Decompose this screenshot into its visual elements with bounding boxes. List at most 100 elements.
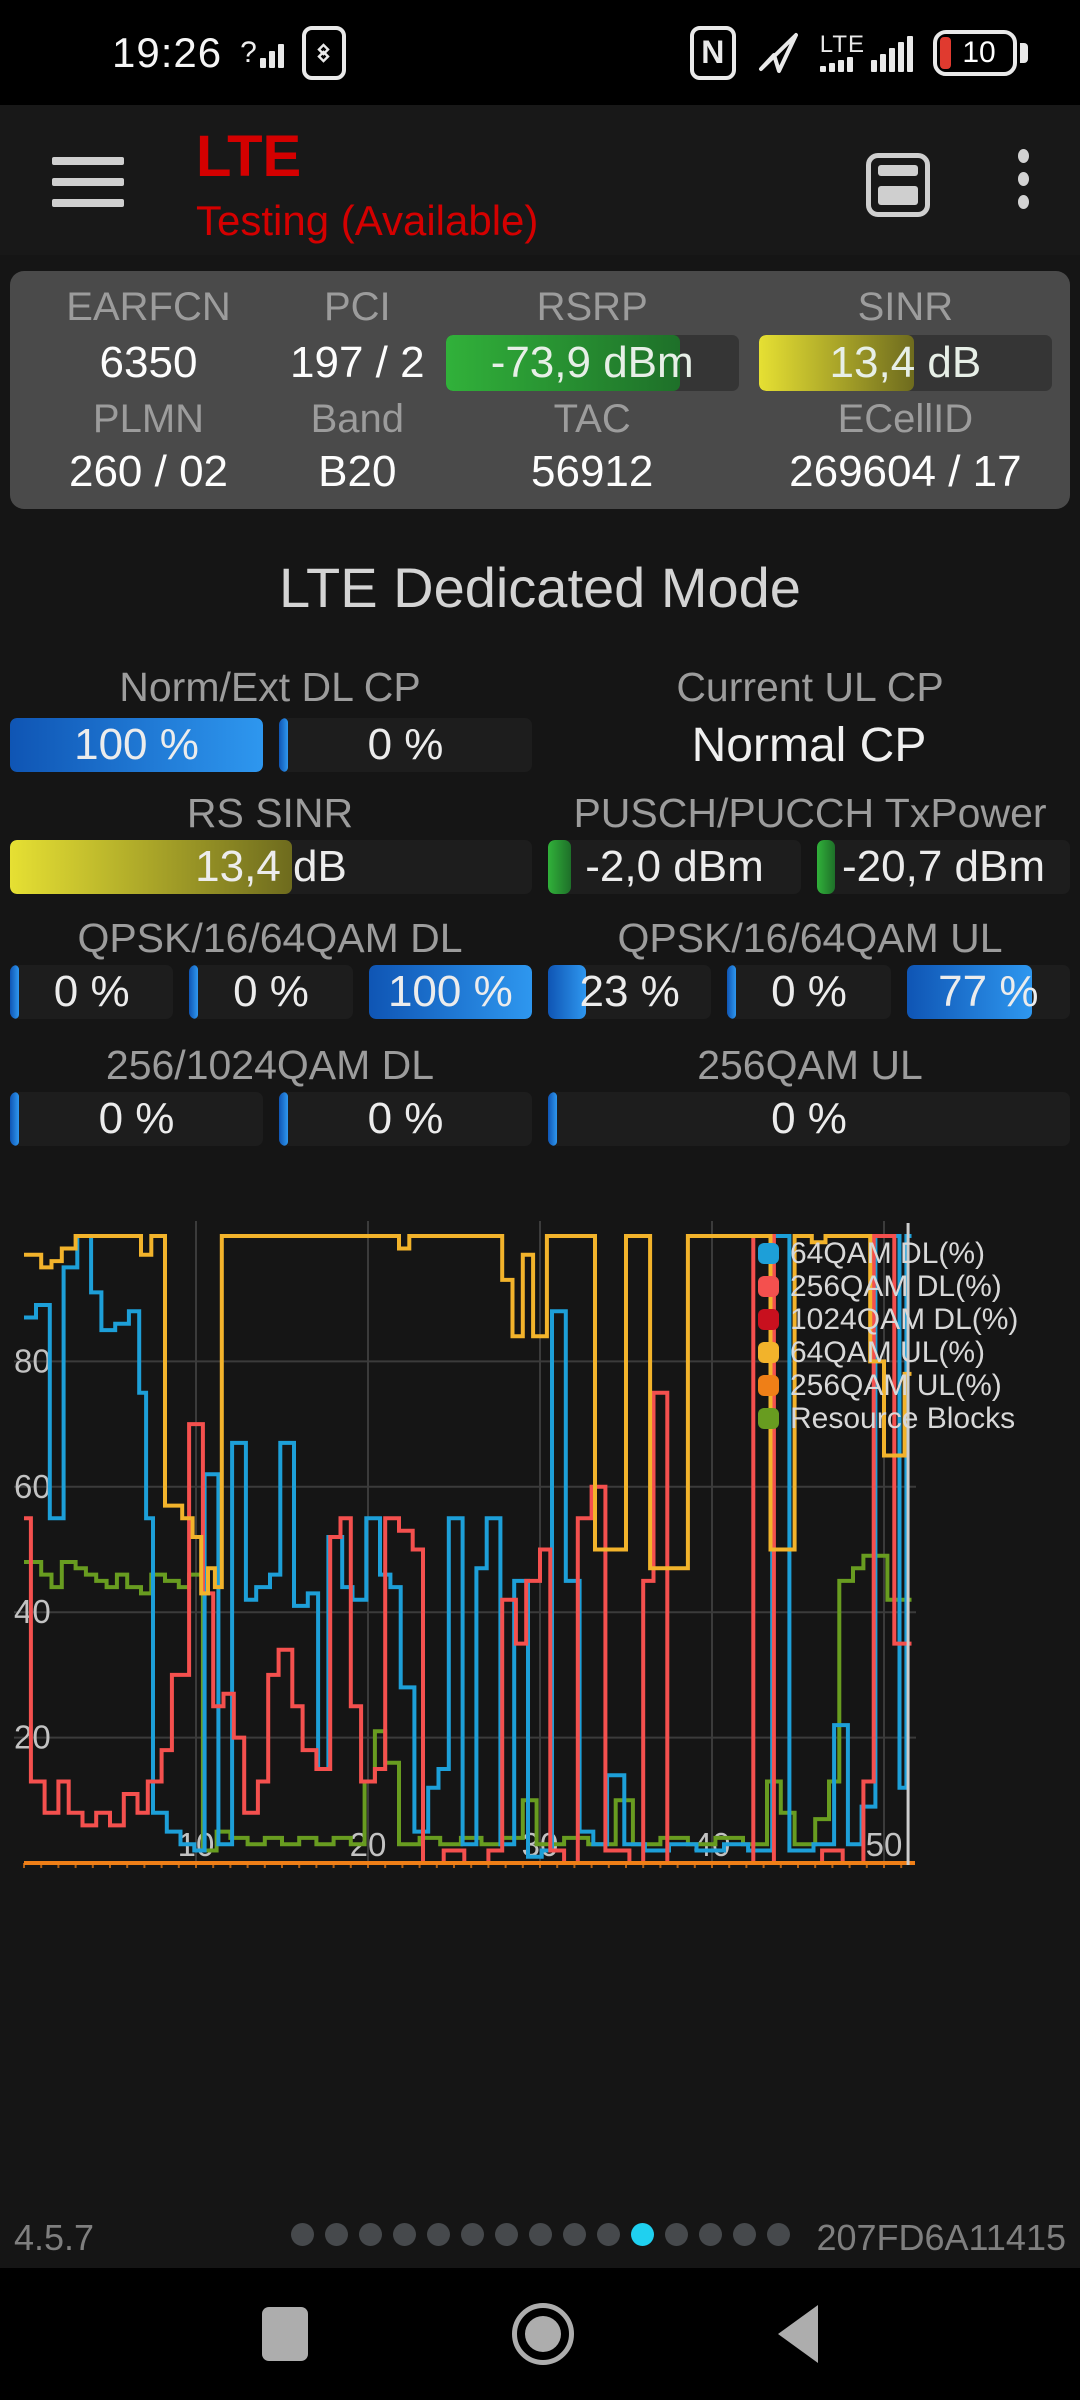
ecellid-label: ECellID xyxy=(837,396,974,441)
cell-info-card: EARFCN PCI RSRP SINR 6350 197 / 2 -73,9 … xyxy=(10,271,1070,509)
page-dot[interactable] xyxy=(664,2223,688,2246)
legend-swatch-icon xyxy=(758,1375,779,1396)
legend-swatch-icon xyxy=(758,1276,779,1297)
rs-sinr-bar: 13,4 dB xyxy=(10,840,532,894)
page-dot[interactable] xyxy=(528,2223,552,2246)
current-ul-cp-label: Current UL CP xyxy=(676,664,944,710)
legend-swatch-icon xyxy=(758,1309,779,1330)
legend-swatch-icon xyxy=(758,1408,779,1429)
qpsk-dl-bar: 0 % xyxy=(10,965,174,1019)
tac-value: 56912 xyxy=(531,447,654,496)
back-button[interactable] xyxy=(778,2305,818,2363)
legend-label: Resource Blocks xyxy=(790,1401,1016,1435)
android-nav-bar xyxy=(0,2268,1080,2400)
menu-icon[interactable] xyxy=(52,157,124,220)
signal-unknown-icon: ? xyxy=(240,37,284,68)
pucch-txpower-bar: -20,7 dBm xyxy=(817,840,1070,894)
layout-view-icon[interactable] xyxy=(866,153,930,217)
ext-dl-cp-bar: 0 % xyxy=(279,718,532,772)
page-dot[interactable] xyxy=(698,2223,722,2246)
modulation-chart: 20 40 60 80 10 20 30 40 50 64QAM DL(%) 256QAM DL(… xyxy=(0,1215,1080,1880)
legend-label: 256QAM DL(%) xyxy=(790,1269,1002,1303)
pci-value: 197 / 2 xyxy=(290,338,425,387)
status-bar: 19:26 ? N LTE 10 xyxy=(0,0,1080,105)
page-dot[interactable] xyxy=(358,2223,382,2246)
qam64-dl-bar: 100 % xyxy=(368,965,532,1019)
earfcn-label: EARFCN xyxy=(66,284,231,329)
qam16-dl-bar: 0 % xyxy=(189,965,353,1019)
device-id: 207FD6A11415 xyxy=(816,2217,1066,2258)
qam256-ul-label: 256QAM UL xyxy=(697,1042,923,1088)
page-dot[interactable] xyxy=(426,2223,450,2246)
tac-label: TAC xyxy=(553,396,631,441)
pci-label: PCI xyxy=(323,284,391,329)
ecellid-value: 269604 / 17 xyxy=(789,447,1022,496)
mobile-signal-icon: LTE xyxy=(819,33,913,72)
legend-label: 1024QAM DL(%) xyxy=(790,1302,1019,1336)
battery-icon: 10 xyxy=(933,29,1028,76)
recents-button[interactable] xyxy=(262,2307,308,2361)
app-bar: LTE Testing (Available) xyxy=(0,105,1080,255)
legend-item: 1024QAM DL(%) xyxy=(758,1303,1018,1336)
legend-item: Resource Blocks xyxy=(758,1402,1018,1435)
page-dot[interactable] xyxy=(324,2223,348,2246)
page-title: LTE xyxy=(196,124,302,189)
overflow-menu-icon[interactable] xyxy=(1018,149,1030,218)
legend-label: 64QAM UL(%) xyxy=(790,1335,986,1369)
status-clock: 19:26 xyxy=(112,28,223,76)
legend-item: 64QAM DL(%) xyxy=(758,1237,1018,1270)
page-subtitle: Testing (Available) xyxy=(196,197,539,244)
home-button[interactable] xyxy=(512,2303,574,2365)
qam256-ul-bar: 0 % xyxy=(548,1092,1070,1146)
page-dot[interactable] xyxy=(766,2223,790,2246)
plmn-value: 260 / 02 xyxy=(68,447,229,496)
section-title: LTE Dedicated Mode xyxy=(279,556,801,619)
svg-text:60: 60 xyxy=(14,1468,51,1505)
rs-sinr-label: RS SINR xyxy=(186,790,354,836)
legend-swatch-icon xyxy=(758,1342,779,1363)
legend-item: 256QAM DL(%) xyxy=(758,1270,1018,1303)
pusch-txpower-bar: -2,0 dBm xyxy=(548,840,801,894)
qam1024-dl-bar: 0 % xyxy=(279,1092,532,1146)
location-icon xyxy=(758,32,798,73)
page-dot[interactable] xyxy=(562,2223,586,2246)
page-dot[interactable] xyxy=(732,2223,756,2246)
footer-bar: 4.5.7 207FD6A11415 xyxy=(0,2205,1080,2267)
qam-dl-label: QPSK/16/64QAM DL xyxy=(77,915,463,961)
data-saver-icon xyxy=(301,25,346,80)
page-dot-active[interactable] xyxy=(630,2223,654,2246)
qam-ul-label: QPSK/16/64QAM UL xyxy=(617,915,1003,961)
rsrp-label: RSRP xyxy=(536,284,648,329)
legend-swatch-icon xyxy=(758,1243,779,1264)
chart-legend: 64QAM DL(%) 256QAM DL(%) 1024QAM DL(%) 64QA… xyxy=(758,1237,1018,1435)
band-value: B20 xyxy=(318,447,397,496)
qam256-dl-label: 256/1024QAM DL xyxy=(105,1042,435,1088)
page-dot[interactable] xyxy=(290,2223,314,2246)
band-label: Band xyxy=(310,396,404,441)
svg-text:80: 80 xyxy=(14,1342,51,1379)
rsrp-bar: -73,9 dBm xyxy=(436,331,749,395)
norm-dl-cp-bar: 100 % xyxy=(10,718,263,772)
nfc-icon: N xyxy=(689,25,736,80)
page-dot[interactable] xyxy=(460,2223,484,2246)
txpower-label: PUSCH/PUCCH TxPower xyxy=(573,790,1047,836)
sinr-bar: 13,4 dB xyxy=(749,331,1062,395)
qam64-ul-bar: 77 % xyxy=(906,965,1070,1019)
legend-label: 64QAM DL(%) xyxy=(790,1236,986,1270)
page-dot[interactable] xyxy=(494,2223,518,2246)
svg-text:50: 50 xyxy=(866,1826,903,1863)
plmn-label: PLMN xyxy=(92,396,205,441)
legend-item: 64QAM UL(%) xyxy=(758,1336,1018,1369)
legend-label: 256QAM UL(%) xyxy=(790,1368,1002,1402)
qam16-ul-bar: 0 % xyxy=(727,965,891,1019)
earfcn-value: 6350 xyxy=(99,338,198,387)
page-dot[interactable] xyxy=(596,2223,620,2246)
page-dot[interactable] xyxy=(392,2223,416,2246)
qpsk-ul-bar: 23 % xyxy=(548,965,712,1019)
app-version: 4.5.7 xyxy=(14,2217,95,2258)
sinr-label: SINR xyxy=(857,284,954,329)
legend-item: 256QAM UL(%) xyxy=(758,1369,1018,1402)
norm-ext-dl-cp-label: Norm/Ext DL CP xyxy=(119,664,421,710)
